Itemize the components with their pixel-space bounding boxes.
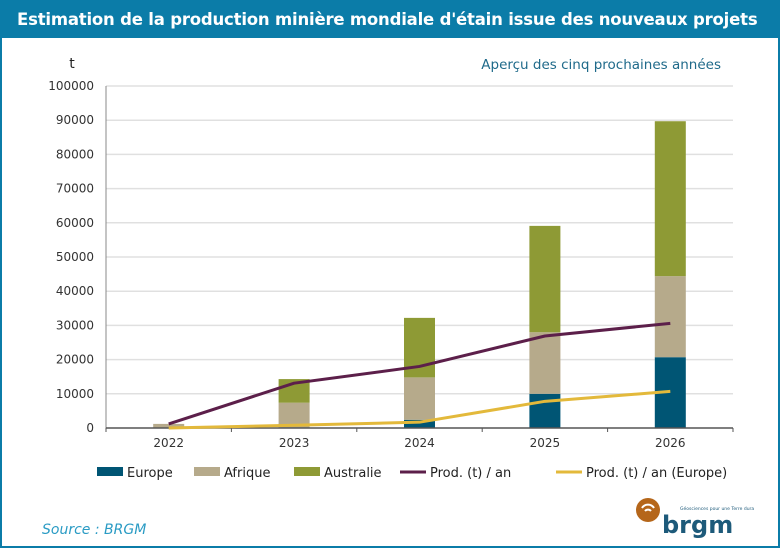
y-tick-label: 10000 [56,387,94,401]
source-note: Source : BRGM [42,522,147,538]
y-tick-label: 90000 [56,113,94,127]
brgm-logo: brgm Géosciences pour une Terre durable [636,498,754,539]
y-tick-label: 40000 [56,284,94,298]
legend-label: Afrique [224,466,270,481]
legend-label: Prod. (t) / an [430,466,511,481]
chart: 0 10000 20000 30000 40000 50000 60000 70000 8000… [48,56,734,481]
y-tick-label: 70000 [56,182,94,196]
line-series-1 [168,389,671,430]
x-tick-label: 2025 [530,436,561,450]
y-tick-label: 60000 [56,216,94,230]
y-tick-label: 30000 [56,318,94,332]
chart-panel: Aperçu des cinq prochaines années 0 10000… [2,38,778,546]
bar-afrique [654,276,686,358]
bar-europe [404,419,435,428]
x-tick-label: 2024 [404,436,435,450]
bar-europe [529,393,561,428]
bar-afrique [278,402,310,428]
legend-swatch [194,467,220,476]
x-tick-label: 2023 [279,436,310,450]
bar-afrique [153,423,185,428]
y-tick-label: 100000 [48,79,94,93]
svg-text:Géosciences pour une Terre dur: Géosciences pour une Terre durable [680,505,754,512]
bar-afrique [404,377,435,420]
bar-afrique [529,332,561,394]
chart-title: Estimation de la production minière mond… [17,10,758,29]
x-tick-label: 2026 [655,436,686,450]
legend-label: Prod. (t) / an (Europe) [586,466,727,481]
y-tick-label: 20000 [56,353,94,367]
bar-australie [529,225,561,333]
y-tick-label: 80000 [56,147,94,161]
line-series-0 [168,321,671,426]
svg-text:brgm: brgm [662,511,733,539]
legend-swatch [97,467,123,476]
x-tick-label: 2022 [153,436,184,450]
chart-subtitle: Aperçu des cinq prochaines années [481,57,721,73]
y-tick-label: 0 [86,421,94,435]
legend-label: Europe [127,466,173,481]
legend-label: Australie [324,466,382,481]
y-tick-label: 50000 [56,250,94,264]
bar-australie [654,121,686,277]
legend-swatch [294,467,320,476]
y-axis-label: t [69,56,75,72]
